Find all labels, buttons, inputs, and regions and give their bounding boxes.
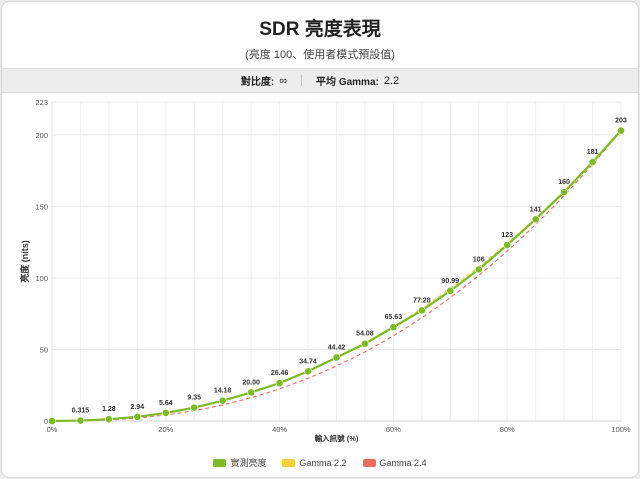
- data-point: [133, 412, 142, 421]
- data-point: [304, 367, 312, 376]
- data-point: [560, 188, 568, 197]
- contrast-value: ∞: [279, 74, 288, 87]
- y-tick-label: 150: [35, 202, 48, 211]
- data-point: [247, 388, 256, 397]
- data-point: [332, 353, 341, 362]
- chart-subtitle: (亮度 100、使用者模式預設值): [245, 49, 395, 61]
- legend-label-gamma-2-4: Gamma 2.4: [379, 457, 427, 468]
- data-point: [48, 417, 56, 425]
- legend-item-measured[interactable]: 實測亮度: [213, 456, 266, 469]
- y-tick-label: 100: [35, 274, 48, 283]
- legend-swatch-gamma-2-4: [362, 458, 376, 467]
- contrast-label: 對比度:: [240, 77, 275, 88]
- data-label: 26.46: [271, 370, 289, 377]
- y-axis-title: 亮度 (nits): [19, 240, 30, 283]
- gamma-label: 平均 Gamma:: [316, 77, 379, 88]
- data-point: [275, 379, 284, 388]
- y-tick-label: 50: [40, 345, 48, 354]
- data-point: [76, 416, 85, 425]
- data-label: 20.00: [242, 379, 260, 386]
- x-tick-label: 40%: [272, 425, 287, 434]
- legend-swatch-gamma-2-2: [282, 458, 296, 467]
- legend-label-gamma-2-2: Gamma 2.2: [299, 457, 347, 468]
- data-label: 14.18: [214, 388, 232, 395]
- x-tick-label: 20%: [158, 425, 173, 434]
- data-label: 5.64: [159, 400, 173, 407]
- data-point: [417, 306, 426, 315]
- data-label: 9.35: [187, 395, 201, 402]
- stats-divider: [301, 75, 303, 86]
- data-label: 54.08: [356, 331, 374, 338]
- data-label: 90.99: [442, 278, 460, 285]
- data-point: [531, 215, 540, 224]
- data-label: 34.74: [299, 358, 317, 365]
- gamma-2-4-line: [52, 130, 622, 422]
- data-point: [105, 415, 113, 424]
- data-label: 77.28: [413, 297, 431, 304]
- x-tick-label: 100%: [611, 425, 631, 434]
- legend-item-gamma-2-4[interactable]: Gamma 2.4: [362, 457, 427, 468]
- data-label: 141: [530, 206, 542, 213]
- x-tick-label: 80%: [500, 425, 515, 434]
- data-point: [617, 126, 625, 135]
- data-label: 160: [558, 179, 570, 186]
- chart-title: SDR 亮度表現: [259, 19, 381, 40]
- data-point: [474, 265, 483, 274]
- legend-label-measured: 實測亮度: [230, 458, 267, 468]
- x-axis-title: 輸入訊號 (%): [315, 433, 359, 443]
- data-point: [361, 339, 369, 348]
- legend-swatch-measured: [213, 458, 227, 467]
- data-point: [190, 403, 199, 412]
- y-tick-label: 200: [35, 131, 48, 140]
- chart-legend: 實測亮度 Gamma 2.2 Gamma 2.4: [0, 456, 640, 469]
- data-point: [588, 158, 597, 166]
- gamma-value: 2.2: [383, 74, 400, 87]
- data-point: [389, 323, 398, 332]
- stats-bar: 對比度: ∞ 平均 Gamma: 2.2: [2, 68, 638, 93]
- data-label: 44.42: [328, 344, 346, 351]
- data-label: 2.94: [131, 404, 145, 411]
- data-label: 0.315: [72, 408, 90, 415]
- data-label: 106: [473, 256, 485, 263]
- data-label: 203: [615, 118, 627, 125]
- y-tick-label: 0: [44, 417, 48, 426]
- x-tick-label: 0%: [47, 425, 58, 434]
- contrast-stat: 對比度: ∞: [240, 73, 288, 89]
- data-point: [503, 241, 512, 249]
- gamma-stat: 平均 Gamma: 2.2: [316, 73, 400, 89]
- data-label: 123: [501, 232, 513, 239]
- data-point: [161, 409, 170, 417]
- data-label: 65.63: [385, 314, 403, 321]
- x-tick-label: 60%: [386, 425, 401, 434]
- data-label: 181: [587, 149, 599, 156]
- y-tick-label: 223: [35, 98, 48, 107]
- data-point: [218, 396, 227, 405]
- data-label: 1.28: [102, 406, 116, 413]
- data-point: [446, 286, 455, 295]
- legend-item-gamma-2-2[interactable]: Gamma 2.2: [282, 457, 347, 468]
